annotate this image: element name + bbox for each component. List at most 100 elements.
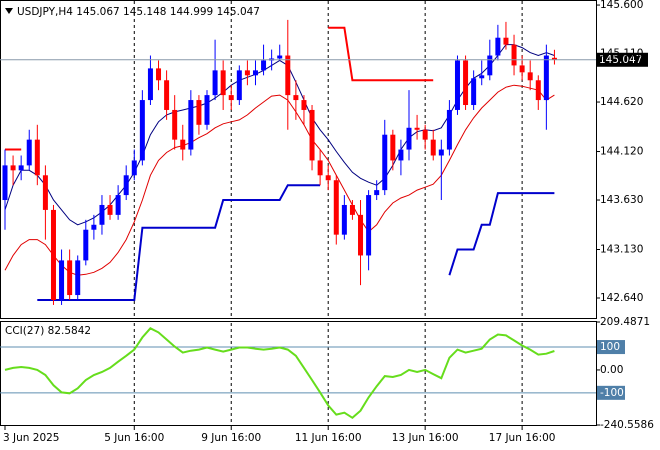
candle-body — [333, 180, 339, 235]
overlay-line — [5, 26, 434, 151]
chart-title: USDJPY,H4 145.067 145.148 144.999 145.04… — [17, 6, 260, 18]
y-tick-label: -240.5586 — [600, 419, 654, 431]
cci-frame — [0, 321, 597, 426]
level-label-box — [597, 340, 625, 355]
candle-body — [228, 95, 234, 101]
candle-body — [487, 55, 493, 76]
candle-body — [99, 204, 105, 225]
y-tick-label: 0.00 — [600, 364, 623, 376]
candle-body — [414, 127, 420, 130]
main-frame — [0, 0, 597, 319]
x-tick-label: 13 Jun 16:00 — [392, 432, 459, 444]
candle-body — [503, 37, 509, 45]
current-price-box — [596, 52, 648, 67]
candle-body — [422, 129, 428, 140]
candle-body — [430, 139, 436, 156]
x-tick-label: 11 Jun 16:00 — [295, 432, 362, 444]
y-tick-label: 145.600 — [600, 0, 643, 11]
y-tick-label: 100 — [600, 341, 620, 353]
candle-body — [204, 95, 210, 125]
candle-body — [349, 204, 355, 215]
candle-body — [438, 149, 444, 156]
candle-body — [107, 204, 113, 215]
candle-body — [398, 149, 404, 161]
candle-body — [180, 139, 186, 150]
candle-body — [495, 37, 501, 56]
candle-body — [115, 195, 121, 215]
x-tick-label: 3 Jun 2025 — [3, 432, 59, 444]
overlay-line — [4, 44, 555, 226]
candle-body — [358, 214, 364, 256]
candle-body — [390, 134, 396, 161]
candle-body — [261, 60, 267, 71]
candle-body — [519, 65, 525, 73]
candle-body — [164, 80, 170, 110]
candle-body — [511, 44, 517, 66]
candle-body — [212, 70, 218, 96]
candle-body — [374, 190, 380, 196]
candle-body — [2, 165, 8, 201]
candle-body — [91, 224, 97, 230]
candle-body — [471, 78, 477, 106]
candle-body — [123, 175, 129, 196]
candle-body — [535, 80, 541, 101]
overlay-line — [4, 84, 555, 276]
candle-body — [325, 175, 331, 181]
y-tick-label: 144.120 — [600, 146, 643, 158]
candle-body — [236, 70, 242, 101]
x-tick-label: 17 Jun 16:00 — [489, 432, 556, 444]
y-tick-label: 209.4871 — [600, 316, 650, 328]
candle-body — [293, 95, 299, 101]
y-tick-label: 143.630 — [600, 194, 643, 206]
y-tick-label: 142.640 — [600, 292, 643, 304]
candle-body — [252, 70, 258, 76]
candle-body — [220, 70, 226, 96]
candle-body — [543, 55, 549, 101]
current-price-label: 145.047 — [599, 54, 642, 66]
candle-body — [382, 134, 388, 191]
candle-body — [551, 57, 557, 60]
candle-body — [42, 175, 48, 210]
candle-body — [139, 100, 145, 161]
candle-body — [527, 72, 533, 81]
candle-body — [285, 55, 291, 96]
candle-body — [18, 165, 24, 171]
overlay-line — [37, 184, 555, 301]
level-label-box — [597, 385, 625, 400]
x-tick-label: 5 Jun 16:00 — [104, 432, 164, 444]
candle-body — [34, 139, 40, 176]
candle-body — [479, 75, 485, 79]
candle-body — [156, 68, 162, 81]
candle-body — [196, 100, 202, 125]
y-tick-label: -100 — [600, 387, 624, 399]
candle-body — [67, 260, 73, 296]
candle-body — [172, 109, 178, 140]
y-tick-label: 143.130 — [600, 244, 643, 256]
candle-body — [463, 60, 469, 106]
candle-body — [26, 139, 32, 166]
cci-title: CCI(27) 82.5842 — [5, 325, 91, 337]
candle-body — [366, 195, 372, 256]
candle-body — [301, 100, 307, 110]
candle-body — [83, 229, 89, 261]
candle-body — [277, 55, 283, 59]
cci-line — [4, 327, 555, 420]
candle-body — [131, 160, 137, 176]
candle-body — [309, 109, 315, 161]
y-tick-label: 145.110 — [600, 48, 643, 60]
candle-body — [341, 204, 347, 235]
y-tick-label: 144.620 — [600, 96, 643, 108]
menu-triangle — [5, 8, 13, 14]
candle-body — [406, 127, 412, 150]
candle-body — [454, 60, 460, 110]
candle-body — [59, 260, 65, 300]
candle-body — [147, 68, 153, 101]
candle-body — [188, 100, 194, 150]
candle-body — [75, 260, 81, 296]
candle-body — [10, 165, 16, 171]
candle-body — [446, 109, 452, 150]
candle-body — [317, 160, 323, 176]
x-tick-label: 9 Jun 16:00 — [201, 432, 261, 444]
